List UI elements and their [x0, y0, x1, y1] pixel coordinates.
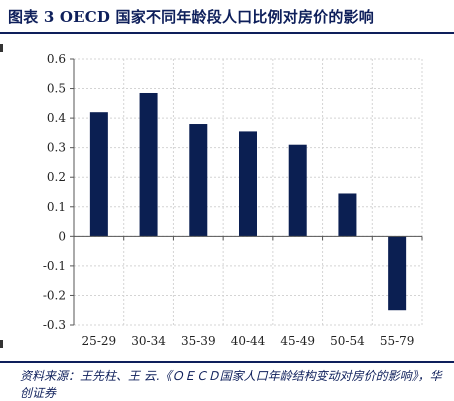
- bar: [139, 92, 158, 237]
- chart-title: 图表 3 OECD 国家不同年龄段人口比例对房价的影响: [8, 8, 374, 26]
- bar: [388, 236, 407, 311]
- y-tick-label: 0.2: [47, 170, 66, 184]
- bar-chart: 0.6 0.5 0.4 0.3 0.2 0.1 0 -0.1 -0.2 -0.3 25-29 30-…: [43, 52, 423, 348]
- bars: [89, 92, 407, 311]
- x-tick-label: 30-34: [131, 334, 166, 348]
- y-tick-label: 0.1: [47, 200, 66, 214]
- y-tick-labels: 0.6 0.5 0.4 0.3 0.2 0.1 0 -0.1 -0.2 -0.3: [43, 52, 66, 332]
- y-tick-label: 0.4: [47, 111, 66, 125]
- grid-lines: [74, 58, 423, 326]
- edge-mark: [0, 340, 3, 348]
- x-tick-label: 25-29: [82, 334, 117, 348]
- bar: [338, 193, 357, 237]
- y-tick-label: 0.5: [47, 82, 66, 96]
- bar: [189, 124, 208, 237]
- bar: [239, 131, 257, 237]
- y-tick-label: 0: [58, 229, 66, 243]
- y-tick-label: 0.6: [47, 52, 66, 66]
- edge-mark: [0, 44, 3, 52]
- x-tick-label: 40-44: [231, 334, 266, 348]
- y-tick-label: -0.1: [43, 259, 66, 273]
- axes: [70, 58, 423, 326]
- x-tick-label: 55-79: [380, 334, 415, 348]
- source-note: 资料来源：王先柱、王 云.《ＯＥＣＤ国家人口年龄结构变动对房价的影响》，华创证券: [20, 369, 442, 400]
- x-tick-labels: 25-29 30-34 35-39 40-44 45-49 50-54 55-79: [82, 334, 415, 348]
- x-tick-label: 35-39: [181, 334, 216, 348]
- y-tick-label: -0.3: [43, 318, 66, 332]
- source-divider: [0, 361, 454, 363]
- y-tick-label: 0.3: [47, 141, 66, 155]
- bar: [89, 112, 108, 237]
- chart-header: 图表 3 OECD 国家不同年龄段人口比例对房价的影响: [0, 0, 454, 34]
- title-divider: [0, 32, 454, 34]
- y-tick-label: -0.2: [43, 288, 66, 302]
- x-tick-label: 45-49: [280, 334, 315, 348]
- bar: [288, 144, 307, 237]
- x-tick-label: 50-54: [330, 334, 365, 348]
